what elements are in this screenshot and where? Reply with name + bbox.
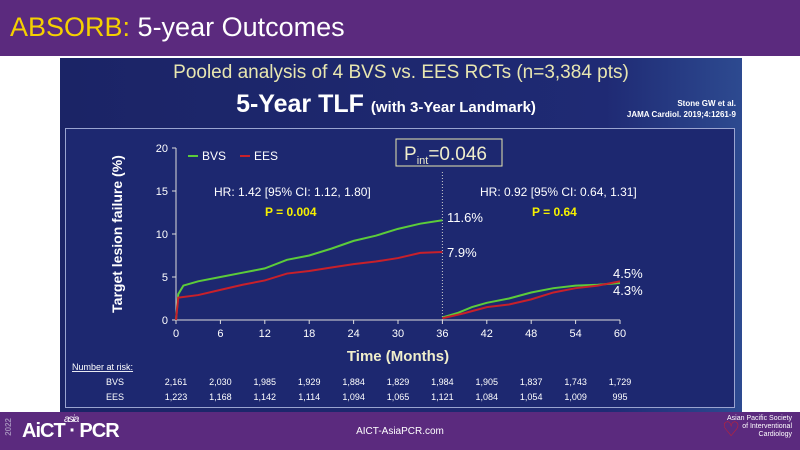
citation: Stone GW et al. JAMA Cardiol. 2019;4:1261… bbox=[627, 98, 736, 120]
society-name: Asian Pacific Society of Interventional … bbox=[727, 415, 792, 438]
x-tick-label: 36 bbox=[436, 328, 448, 340]
risk-row-name: EES bbox=[106, 392, 124, 402]
citation-line: JAMA Cardiol. 2019;4:1261-9 bbox=[626, 110, 736, 119]
footer: 2022 AiCT · PCR asia AICT-AsiaPCR.com ♡ A… bbox=[0, 412, 800, 450]
x-tick-label: 24 bbox=[347, 328, 359, 340]
risk-value: 2,161 bbox=[165, 377, 188, 387]
series-line-bvs bbox=[442, 282, 621, 319]
citation-line: Stone GW et al. bbox=[677, 99, 736, 108]
series-line-ees bbox=[175, 251, 443, 321]
y-tick-label: 10 bbox=[156, 229, 168, 241]
risk-value: 1,114 bbox=[298, 392, 320, 402]
x-tick-label: 12 bbox=[259, 328, 271, 340]
title-prefix: ABSORB: bbox=[10, 12, 131, 42]
y-axis-label: Target lesion failure (%) bbox=[109, 155, 125, 313]
legend-label: BVS bbox=[202, 149, 226, 163]
x-tick-label: 6 bbox=[217, 328, 223, 340]
risk-value: 1,929 bbox=[298, 377, 321, 387]
ees-end-label: 7.9% bbox=[447, 245, 477, 260]
risk-row-name: BVS bbox=[106, 377, 124, 387]
footer-url: AICT-AsiaPCR.com bbox=[356, 426, 444, 437]
bvs-end-label: 11.6% bbox=[447, 210, 483, 225]
p-int-text: Pint=0.046 bbox=[404, 144, 487, 167]
chart-box bbox=[65, 128, 735, 408]
figure-panel: Pooled analysis of 4 BVS vs. EES RCTs (n… bbox=[60, 58, 742, 414]
y-tick-label: 15 bbox=[156, 186, 168, 198]
hr-right: HR: 0.92 [95% CI: 0.64, 1.31] bbox=[480, 185, 637, 199]
hr-left: HR: 1.42 [95% CI: 1.12, 1.80] bbox=[214, 185, 371, 199]
p-int-box bbox=[395, 138, 503, 167]
end-upper-label: 4.5% bbox=[613, 266, 643, 281]
risk-value: 1,829 bbox=[387, 377, 410, 387]
risk-value: 1,168 bbox=[209, 392, 232, 402]
p-left: P = 0.004 bbox=[265, 205, 317, 219]
risk-value: 1,984 bbox=[431, 377, 454, 387]
x-tick-label: 42 bbox=[481, 328, 493, 340]
subtitle-main: 5-Year TLF bbox=[236, 90, 364, 118]
subtitle-note: (with 3-Year Landmark) bbox=[370, 99, 536, 116]
figure-subtitle: 5-Year TLF (with 3-Year Landmark) bbox=[60, 90, 742, 119]
logo-small: asia bbox=[64, 414, 79, 425]
x-tick-label: 60 bbox=[614, 328, 626, 340]
risk-value: 1,743 bbox=[564, 377, 587, 387]
risk-value: 1,905 bbox=[476, 377, 499, 387]
risk-table-label: Number at risk: bbox=[72, 362, 133, 372]
risk-value: 1,985 bbox=[254, 377, 277, 387]
y-tick-label: 5 bbox=[162, 272, 168, 284]
risk-value: 2,030 bbox=[209, 377, 232, 387]
x-tick-label: 0 bbox=[173, 328, 179, 340]
risk-value: 1,142 bbox=[254, 392, 277, 402]
risk-value: 1,729 bbox=[609, 377, 632, 387]
risk-value: 1,223 bbox=[165, 392, 188, 402]
x-tick-label: 48 bbox=[525, 328, 537, 340]
p-int-part: int bbox=[417, 155, 429, 167]
legend-label: EES bbox=[254, 149, 278, 163]
slide-header: ABSORB: 5-year Outcomes bbox=[0, 0, 800, 56]
risk-value: 1,009 bbox=[564, 392, 587, 402]
risk-value: 1,054 bbox=[520, 392, 543, 402]
aict-logo: AiCT · PCR asia bbox=[22, 414, 120, 442]
heart-logo-icon: ♡ bbox=[722, 419, 740, 441]
series-line-bvs bbox=[175, 219, 443, 321]
risk-value: 1,121 bbox=[431, 392, 454, 402]
x-tick-label: 54 bbox=[569, 328, 581, 340]
y-tick-label: 0 bbox=[162, 315, 168, 327]
risk-value: 1,837 bbox=[520, 377, 543, 387]
x-axis-label: Time (Months) bbox=[347, 348, 449, 365]
series-line-ees bbox=[442, 280, 621, 320]
risk-value: 1,084 bbox=[476, 392, 499, 402]
risk-value: 1,065 bbox=[387, 392, 410, 402]
title-text: 5-year Outcomes bbox=[130, 12, 345, 42]
p-int-part: P bbox=[404, 144, 417, 165]
risk-value: 1,094 bbox=[342, 392, 365, 402]
risk-value: 1,884 bbox=[342, 377, 365, 387]
risk-value: 995 bbox=[612, 392, 627, 402]
figure-title: Pooled analysis of 4 BVS vs. EES RCTs (n… bbox=[173, 62, 629, 83]
p-right: P = 0.64 bbox=[532, 205, 577, 219]
x-tick-label: 30 bbox=[392, 328, 404, 340]
end-lower-label: 4.3% bbox=[613, 283, 643, 298]
y-tick-label: 20 bbox=[156, 143, 168, 155]
x-tick-label: 18 bbox=[303, 328, 315, 340]
p-int-part: =0.046 bbox=[428, 144, 487, 165]
